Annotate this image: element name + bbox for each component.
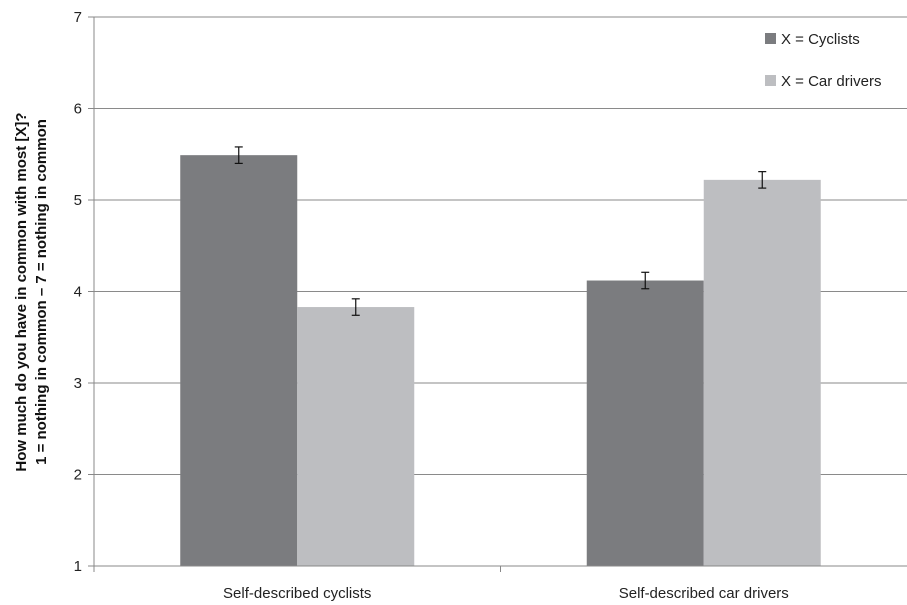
legend-swatch-2	[765, 75, 776, 86]
x-tick-label: Self-described cyclists	[223, 585, 371, 602]
x-tick-label: Self-described car drivers	[619, 585, 789, 602]
legend-label-1: X = Cyclists	[781, 31, 860, 48]
bar-1-1	[180, 155, 298, 567]
error-bars	[234, 146, 767, 316]
bar-2-1	[586, 280, 704, 566]
bars	[180, 155, 821, 567]
bar-2-2	[703, 179, 821, 566]
y-tick-label: 1	[74, 558, 82, 575]
error-bar-1-1	[234, 146, 243, 164]
legend-swatch-1	[765, 33, 776, 44]
error-bar-1-2	[351, 298, 360, 316]
y-tick-labels: 1 2 3 4 5 6 7	[74, 9, 94, 575]
y-axis-label: How much do you have in common with most…	[13, 112, 50, 471]
y-tick-label: 5	[74, 192, 82, 209]
y-tick-label: 4	[74, 284, 82, 301]
y-axis-label-line-1: How much do you have in common with most…	[13, 112, 30, 471]
y-tick-label: 6	[74, 101, 82, 118]
bar-1-2	[297, 307, 415, 566]
x-tick-labels: Self-described cyclists Self-described ca…	[93, 566, 789, 602]
y-axis-label-line-2: 1 = nothing in common – 7 = nothing in c…	[33, 119, 50, 465]
y-tick-label: 2	[74, 467, 82, 484]
error-bar-2-2	[758, 171, 767, 189]
legend-label-2: X = Car drivers	[781, 73, 881, 90]
error-bar-2-1	[641, 271, 650, 290]
y-tick-label: 7	[74, 9, 82, 26]
legend: X = Cyclists X = Car drivers	[765, 31, 881, 90]
y-tick-label: 3	[74, 375, 82, 392]
